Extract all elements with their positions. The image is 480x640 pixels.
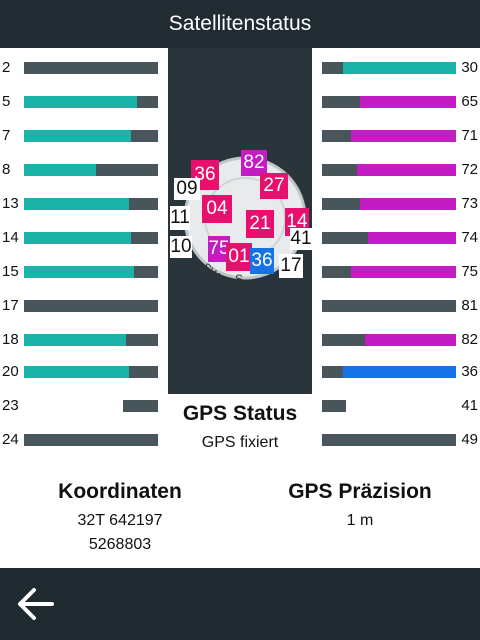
coordinates-line1: 32T 642197 xyxy=(77,512,163,529)
right-signal-track xyxy=(322,400,346,412)
right-signal-bar xyxy=(322,164,456,176)
right-satellite-id: 81 xyxy=(461,297,478,314)
left-signal-track xyxy=(24,434,158,446)
right-satellite-id: 30 xyxy=(461,59,478,76)
right-satellite-id: 65 xyxy=(461,93,478,110)
right-satellite-id: 41 xyxy=(461,397,478,414)
left-signal-bar xyxy=(24,232,158,244)
right-signal-bar xyxy=(322,198,456,210)
satellite-marker: 09 xyxy=(174,178,200,200)
right-satellite-id: 82 xyxy=(461,331,478,348)
right-signal-bar xyxy=(322,62,456,74)
gps-status-value: GPS fixiert xyxy=(201,434,279,451)
left-satellite-id: 18 xyxy=(2,331,19,348)
right-signal-track xyxy=(322,300,456,312)
satellite-marker: 01 xyxy=(226,243,252,271)
left-satellite-id: 2 xyxy=(2,59,11,76)
right-signal-bar xyxy=(322,400,456,412)
left-satellite-id: 23 xyxy=(2,397,19,414)
back-arrow-icon xyxy=(18,588,54,620)
left-signal-bar xyxy=(24,300,158,312)
left-satellite-id: 15 xyxy=(2,263,19,280)
satellite-marker: 36 xyxy=(250,248,274,274)
precision-title: GPS Präzision xyxy=(288,480,432,503)
page-title: Satellitenstatus xyxy=(168,12,312,35)
right-satellite-id: 49 xyxy=(461,431,478,448)
title-bar: Satellitenstatus xyxy=(0,0,480,48)
left-signal-track xyxy=(24,300,158,312)
left-satellite-id: 5 xyxy=(2,93,11,110)
right-signal-bar xyxy=(322,366,456,378)
left-satellite-id: 8 xyxy=(2,161,11,178)
left-signal-bar xyxy=(24,434,158,446)
left-signal-fill xyxy=(24,334,126,346)
right-signal-bar xyxy=(322,334,456,346)
right-signal-fill xyxy=(360,198,456,210)
left-satellite-id: 24 xyxy=(2,431,19,448)
left-signal-bar xyxy=(24,366,158,378)
satellite-marker: 75 xyxy=(208,236,230,262)
left-signal-fill xyxy=(24,164,96,176)
left-satellite-id: 20 xyxy=(2,363,19,380)
right-satellite-id: 74 xyxy=(461,229,478,246)
left-signal-bar xyxy=(24,400,158,412)
left-signal-fill xyxy=(24,198,129,210)
left-satellite-id: 14 xyxy=(2,229,19,246)
compass-s-label: S xyxy=(235,272,243,286)
right-satellite-id: 75 xyxy=(461,263,478,280)
right-signal-bar xyxy=(322,300,456,312)
gps-status-title: GPS Status xyxy=(182,402,298,425)
satellite-marker: 10 xyxy=(170,236,192,258)
left-signal-bar xyxy=(24,164,158,176)
right-satellite-id: 36 xyxy=(461,363,478,380)
left-signal-fill xyxy=(24,96,137,108)
right-signal-fill xyxy=(365,334,456,346)
left-signal-track xyxy=(123,400,158,412)
right-signal-bar xyxy=(322,232,456,244)
right-signal-track xyxy=(322,434,456,446)
right-satellite-id: 71 xyxy=(461,127,478,144)
right-signal-fill xyxy=(343,366,456,378)
satellite-marker: 82 xyxy=(241,150,267,176)
right-satellite-id: 72 xyxy=(461,161,478,178)
right-signal-bar xyxy=(322,96,456,108)
right-signal-fill xyxy=(360,96,456,108)
left-satellite-id: 17 xyxy=(2,297,19,314)
coordinates-line2: 5268803 xyxy=(88,536,152,553)
satellite-marker: 04 xyxy=(202,195,232,223)
right-signal-fill xyxy=(351,130,456,142)
left-signal-bar xyxy=(24,62,158,74)
satellite-marker: 27 xyxy=(260,173,288,199)
right-signal-bar xyxy=(322,130,456,142)
left-signal-fill xyxy=(24,130,131,142)
left-signal-fill xyxy=(24,366,129,378)
right-signal-bar xyxy=(322,266,456,278)
left-signal-fill xyxy=(24,232,131,244)
satellite-marker: 41 xyxy=(290,228,312,250)
left-signal-track xyxy=(24,62,158,74)
right-signal-bar xyxy=(322,434,456,446)
right-satellite-id: 73 xyxy=(461,195,478,212)
left-satellite-id: 7 xyxy=(2,127,11,144)
left-signal-bar xyxy=(24,130,158,142)
satellite-marker: 11 xyxy=(170,206,190,230)
left-signal-bar xyxy=(24,96,158,108)
right-signal-fill xyxy=(368,232,456,244)
bottom-bar xyxy=(0,568,480,640)
right-signal-fill xyxy=(357,164,456,176)
coordinates-title: Koordinaten xyxy=(58,480,182,503)
left-satellite-id: 13 xyxy=(2,195,19,212)
back-button[interactable] xyxy=(16,586,56,622)
satellite-marker: 17 xyxy=(279,254,303,278)
precision-value: 1 m xyxy=(346,512,374,529)
right-signal-fill xyxy=(343,62,456,74)
left-signal-bar xyxy=(24,198,158,210)
left-signal-bar xyxy=(24,266,158,278)
left-signal-bar xyxy=(24,334,158,346)
left-signal-fill xyxy=(24,266,134,278)
right-signal-fill xyxy=(351,266,456,278)
satellite-marker: 21 xyxy=(246,210,274,238)
